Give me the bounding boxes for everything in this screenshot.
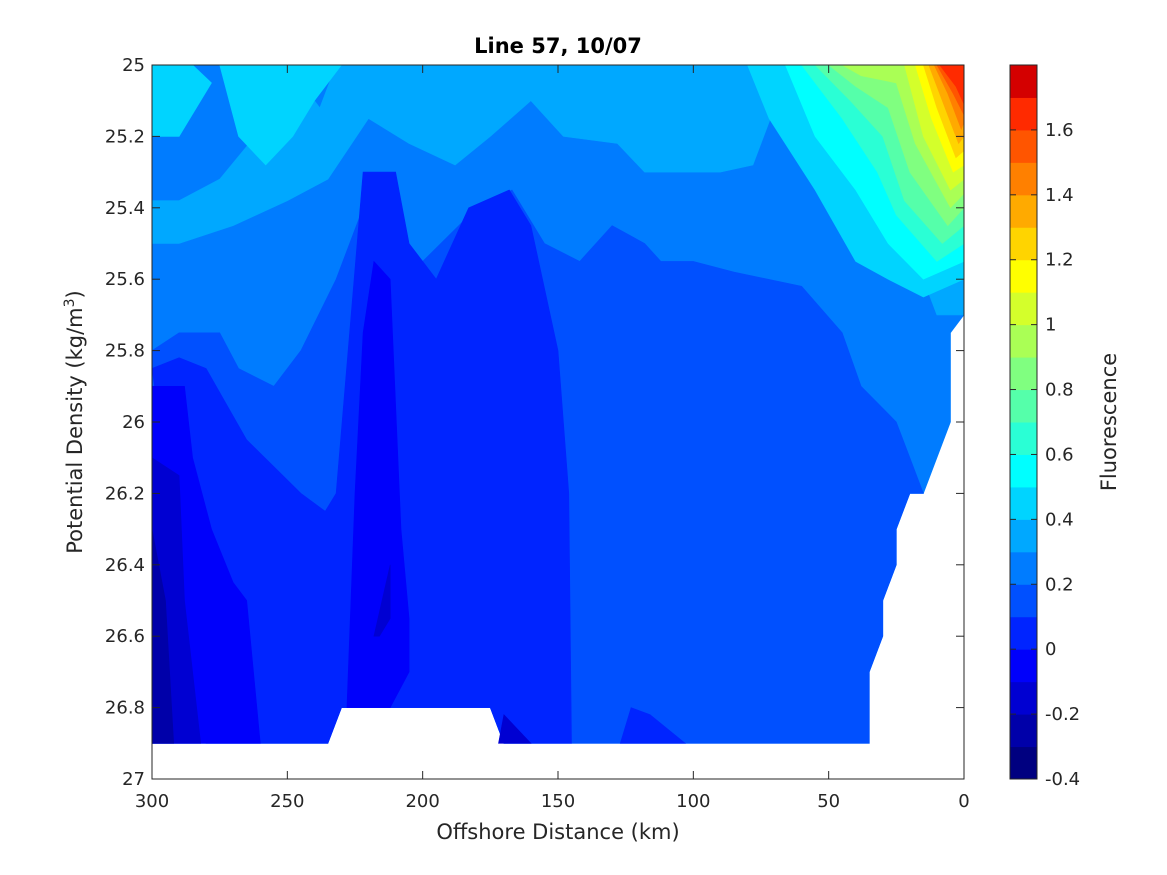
colorbar-band xyxy=(1010,292,1037,326)
chart-title: Line 57, 10/07 xyxy=(474,34,642,58)
colorbar-band xyxy=(1010,551,1037,585)
contour-region-3 xyxy=(619,707,687,744)
x-tick-label: 100 xyxy=(676,791,710,812)
contour-region-9 xyxy=(152,529,175,744)
y-axis: 25 25.2 25.4 25.6 25.8 26 26.2 26.4 26.6 26.8 27 xyxy=(105,55,964,790)
colorbar xyxy=(1010,65,1037,780)
colorbar-band xyxy=(1010,389,1037,423)
contour-region-7 xyxy=(373,564,391,637)
colorbar-band xyxy=(1010,649,1037,683)
colorbar-band xyxy=(1010,746,1037,780)
y-axis-label-sup: 3 xyxy=(62,298,78,307)
x-tick-label: 50 xyxy=(817,791,840,812)
contour-region-25 xyxy=(939,65,964,105)
colorbar-ticks: -0.4 -0.2 0 0.2 0.4 0.6 0.8 1 1.2 1.4 1.6 xyxy=(1010,120,1080,790)
contour-region-5 xyxy=(346,260,410,708)
x-tick-label: 0 xyxy=(958,791,969,812)
y-tick-label: 25 xyxy=(122,55,145,76)
colorbar-tick-label: 1.4 xyxy=(1045,185,1074,206)
colorbar-tick-label: -0.4 xyxy=(1045,769,1080,790)
contour-region-8 xyxy=(498,714,532,744)
colorbar-tick-label: 0.2 xyxy=(1045,574,1074,595)
colorbar-label: Fluorescence xyxy=(1097,353,1121,491)
y-tick-label: 26 xyxy=(122,412,145,433)
colorbar-tick-label: 0.8 xyxy=(1045,380,1074,401)
x-tick-label: 200 xyxy=(405,791,439,812)
x-tick-label: 150 xyxy=(541,791,575,812)
y-tick-label: 25.6 xyxy=(105,269,145,290)
y-tick-label: 26.8 xyxy=(105,698,145,719)
y-tick-label: 26.4 xyxy=(105,555,145,576)
colorbar-tick-label: 0.4 xyxy=(1045,509,1074,530)
colorbar-band xyxy=(1010,324,1037,358)
colorbar-band xyxy=(1010,681,1037,715)
colorbar-band xyxy=(1010,65,1037,98)
colorbar-tick-label: 0.6 xyxy=(1045,444,1074,465)
y-tick-label: 26.2 xyxy=(105,483,145,504)
y-axis-label: Potential Density (kg/m3) xyxy=(62,290,87,554)
colorbar-band xyxy=(1010,486,1037,520)
colorbar-tick-label: 1.6 xyxy=(1045,120,1074,141)
colorbar-band xyxy=(1010,616,1037,650)
colorbar-frame xyxy=(1009,64,1038,780)
y-tick-label: 25.8 xyxy=(105,341,145,362)
colorbar-band xyxy=(1010,519,1037,553)
colorbar-band xyxy=(1010,194,1037,228)
x-axis-label: Offshore Distance (km) xyxy=(436,820,679,844)
colorbar-band xyxy=(1010,227,1037,261)
colorbar-band xyxy=(1010,259,1037,293)
contour-field xyxy=(152,65,964,744)
colorbar-band xyxy=(1010,97,1037,131)
y-tick-label: 25.4 xyxy=(105,198,145,219)
colorbar-band xyxy=(1010,162,1037,196)
x-axis: 300 250 200 150 100 50 0 xyxy=(135,65,970,812)
colorbar-band xyxy=(1010,422,1037,455)
y-tick-label: 26.6 xyxy=(105,626,145,647)
colorbar-tick-label: 0 xyxy=(1045,639,1056,660)
y-tick-label: 27 xyxy=(122,769,145,790)
colorbar-tick-label: 1.2 xyxy=(1045,250,1074,271)
colorbar-band xyxy=(1010,454,1037,488)
y-tick-label: 25.2 xyxy=(105,126,145,147)
y-axis-label-main: Potential Density (kg/m xyxy=(63,307,87,553)
x-tick-label: 300 xyxy=(135,791,169,812)
colorbar-band xyxy=(1010,584,1037,618)
colorbar-band xyxy=(1010,357,1037,391)
x-tick-label: 250 xyxy=(270,791,304,812)
colorbar-tick-label: 1 xyxy=(1045,315,1056,336)
colorbar-tick-label: -0.2 xyxy=(1045,704,1080,725)
contour-region-12 xyxy=(152,65,342,166)
y-axis-label-close: ) xyxy=(63,290,87,298)
colorbar-band xyxy=(1010,714,1037,748)
colorbar-band xyxy=(1010,129,1037,163)
